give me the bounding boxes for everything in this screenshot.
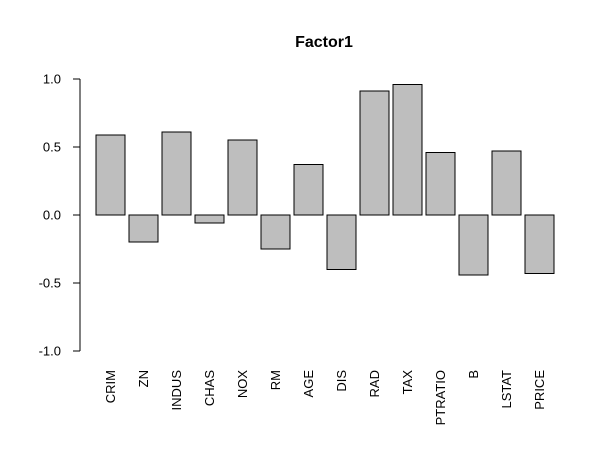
bar-crim [95, 134, 126, 216]
x-axis-labels: CRIM ZN INDUS CHAS NOX RM AGE DIS RAD TAX PTRATIO B… [103, 370, 547, 426]
x-tick-label: RM [268, 370, 283, 390]
bar-dis [326, 214, 357, 270]
x-tick-label: ZN [136, 370, 151, 387]
x-tick-label: AGE [301, 370, 316, 398]
bar-zn [128, 214, 159, 243]
x-tick-label: CHAS [202, 370, 217, 406]
x-tick-label: NOX [235, 370, 250, 399]
bar-price [524, 214, 555, 274]
x-tick-label: TAX [400, 370, 415, 395]
x-tick-label: RAD [367, 370, 382, 397]
bars [95, 83, 555, 276]
bar-indus [161, 131, 192, 216]
x-tick-label: LSTAT [499, 370, 514, 409]
y-tick-label: 0.0 [43, 208, 61, 223]
y-tick-label: -1.0 [39, 344, 61, 359]
bar-b [458, 214, 489, 276]
x-tick-label: DIS [334, 370, 349, 392]
x-tick-label: CRIM [103, 370, 118, 403]
bar-rm [260, 214, 291, 250]
bar-age [293, 164, 324, 216]
bar-chas [194, 214, 225, 224]
x-tick-label: INDUS [169, 370, 184, 411]
bar-tax [392, 83, 423, 216]
bar-lstat [491, 150, 522, 216]
x-tick-label: PRICE [532, 370, 547, 410]
x-tick-label: PTRATIO [433, 370, 448, 425]
bar-rad [359, 90, 390, 216]
bar-ptratio [425, 151, 456, 216]
bar-nox [227, 139, 258, 216]
y-tick-label: 0.5 [43, 140, 61, 155]
y-axis: -1.0 -0.5 0.0 0.5 1.0 [39, 72, 81, 359]
x-tick-label: B [466, 370, 481, 379]
y-tick-label: -0.5 [39, 276, 61, 291]
y-tick-label: 1.0 [43, 72, 61, 87]
chart-title: Factor1 [295, 34, 353, 51]
